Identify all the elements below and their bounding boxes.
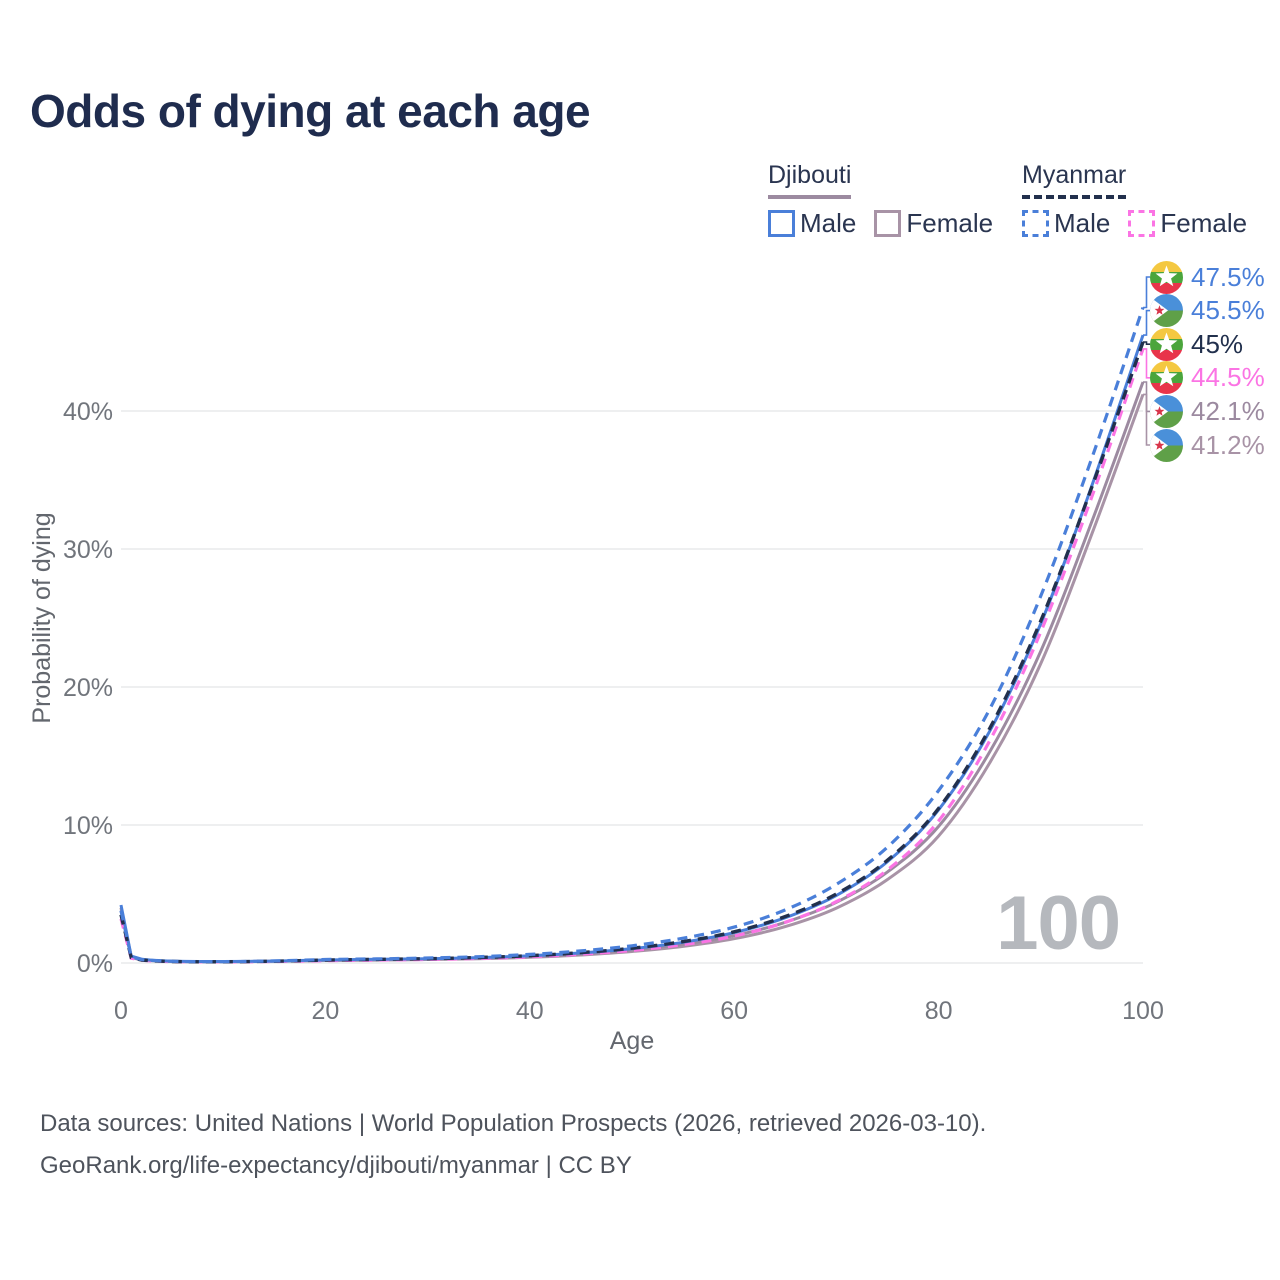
y-tick-label: 30% bbox=[63, 536, 113, 564]
x-tick-label: 100 bbox=[1122, 997, 1164, 1025]
end-label-djibouti-both: 42.1% bbox=[1150, 394, 1265, 428]
end-label-myanmar-female: 44.5% bbox=[1150, 361, 1265, 395]
x-tick-label: 40 bbox=[516, 997, 544, 1025]
djibouti-female-swatch bbox=[874, 210, 902, 237]
end-label-myanmar-both: 45% bbox=[1150, 327, 1244, 361]
legend-item-label: Male bbox=[800, 208, 857, 238]
legend-header-myanmar: Myanmar bbox=[1022, 161, 1127, 199]
legend-group-myanmar: Myanmar Male Female bbox=[1022, 161, 1247, 239]
series-line-myanmar-female[interactable] bbox=[119, 348, 1145, 964]
djibouti-flag-icon bbox=[1150, 394, 1183, 428]
djibouti-flag-icon bbox=[1150, 428, 1183, 462]
series-line-djibouti-male[interactable] bbox=[119, 334, 1145, 964]
djibouti-flag-icon bbox=[1150, 294, 1183, 328]
y-tick-label: 10% bbox=[63, 812, 113, 840]
callout-line-myanmar-male bbox=[1143, 276, 1150, 309]
footer-attribution-line: GeoRank.org/life-expectancy/djibouti/mya… bbox=[40, 1152, 632, 1179]
footer-sources-line: Data sources: United Nations | World Pop… bbox=[40, 1110, 987, 1137]
series-line-myanmar-both[interactable] bbox=[119, 341, 1145, 964]
x-tick-label: 60 bbox=[720, 997, 748, 1025]
legend-item-myanmar-female[interactable]: Female bbox=[1128, 208, 1247, 239]
callout-line-djibouti-female bbox=[1143, 393, 1150, 446]
end-label-djibouti-female: 41.2% bbox=[1150, 428, 1265, 462]
myanmar-male-swatch bbox=[1022, 210, 1049, 237]
x-axis-title: Age bbox=[610, 1027, 654, 1055]
series-line-djibouti-both[interactable] bbox=[119, 381, 1145, 964]
y-tick-label: 40% bbox=[63, 398, 113, 426]
footer: Data sources: United Nations | World Pop… bbox=[40, 1103, 986, 1187]
myanmar-flag-icon bbox=[1150, 361, 1183, 395]
end-label-value: 47.5% bbox=[1191, 261, 1265, 292]
end-label-myanmar-male: 47.5% bbox=[1150, 260, 1265, 294]
legend-item-label: Female bbox=[1160, 208, 1248, 238]
myanmar-flag-icon bbox=[1150, 260, 1183, 294]
page-title: Odds of dying at each age bbox=[30, 85, 591, 137]
legend-item-label: Female bbox=[906, 208, 994, 238]
end-label-value: 44.5% bbox=[1191, 362, 1265, 393]
callout-line-myanmar-female bbox=[1143, 348, 1150, 379]
y-tick-label: 20% bbox=[63, 674, 113, 702]
callout-line-djibouti-male bbox=[1143, 309, 1150, 336]
end-label-value: 42.1% bbox=[1191, 395, 1265, 426]
myanmar-female-swatch bbox=[1128, 210, 1156, 237]
callout-line-myanmar-both bbox=[1143, 341, 1150, 345]
end-label-value: 45% bbox=[1191, 328, 1244, 359]
myanmar-flag-icon bbox=[1150, 327, 1183, 361]
series-line-djibouti-female[interactable] bbox=[119, 393, 1145, 964]
legend-group-djibouti: Djibouti Male Female bbox=[768, 161, 993, 239]
legend-item-djibouti-female[interactable]: Female bbox=[874, 208, 993, 239]
djibouti-male-swatch bbox=[768, 210, 795, 237]
legend-item-myanmar-male[interactable]: Male bbox=[1022, 208, 1110, 239]
x-tick-label: 80 bbox=[925, 997, 953, 1025]
end-label-value: 45.5% bbox=[1191, 295, 1265, 326]
legend-header-djibouti: Djibouti bbox=[768, 161, 852, 199]
y-tick-label: 0% bbox=[77, 950, 113, 978]
legend-item-label: Male bbox=[1054, 208, 1111, 238]
legend-item-djibouti-male[interactable]: Male bbox=[768, 208, 856, 239]
end-label-value: 41.2% bbox=[1191, 429, 1265, 460]
y-axis-title: Probability of dying bbox=[28, 512, 56, 723]
x-tick-label: 0 bbox=[114, 997, 128, 1025]
x-tick-label: 20 bbox=[311, 997, 339, 1025]
series-line-myanmar-male[interactable] bbox=[119, 306, 1145, 964]
end-label-djibouti-male: 45.5% bbox=[1150, 294, 1265, 328]
hover-age-watermark: 100 bbox=[996, 881, 1121, 966]
